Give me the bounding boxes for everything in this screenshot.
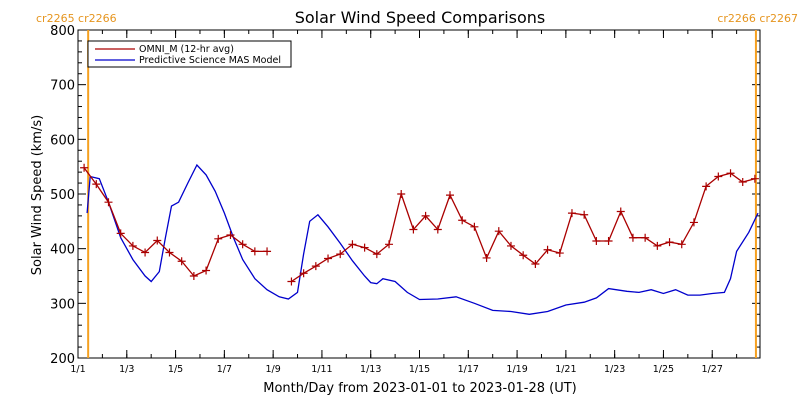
omni-point-marker: [360, 243, 369, 252]
omni-point-marker: [543, 245, 552, 254]
omni-point-marker: [519, 251, 528, 260]
omni-point-marker: [214, 234, 223, 243]
omni-point-marker: [641, 233, 650, 242]
omni-point-marker: [226, 231, 235, 239]
x-tick-label: 1/25: [653, 364, 674, 375]
y-tick-label: 500: [50, 188, 75, 203]
omni-point-marker: [165, 248, 174, 257]
omni-point-marker: [446, 191, 454, 200]
x-tick-label: 1/11: [311, 364, 332, 375]
omni-point-marker: [580, 210, 589, 219]
y-tick-label: 600: [50, 133, 75, 148]
omni-point-marker: [336, 250, 345, 259]
omni-point-marker: [397, 190, 406, 198]
omni-point-marker: [494, 227, 503, 236]
x-axis: 1/1 1/3 1/5 1/7 1/9 1/11 1/13 1/15 1/17 1/19 1/21 1…: [70, 30, 738, 375]
omni-point-marker: [153, 236, 162, 245]
omni-series-line: [83, 167, 267, 277]
omni-point-marker: [726, 169, 735, 178]
x-tick-label: 1/13: [360, 364, 381, 375]
omni-point-marker: [92, 180, 101, 189]
rotation-label: cr2265 cr2266: [36, 12, 117, 25]
omni-point-marker: [177, 257, 186, 266]
omni-point-marker: [677, 240, 686, 249]
omni-point-marker: [141, 248, 150, 257]
omni-point-marker: [616, 207, 625, 216]
x-tick-label: 1/15: [409, 364, 430, 375]
x-tick-label: 1/9: [265, 364, 280, 375]
omni-point-marker: [80, 163, 89, 172]
y-tick-label: 800: [50, 24, 75, 39]
chart-title: Solar Wind Speed Comparisons: [295, 8, 546, 27]
omni-point-marker: [324, 254, 333, 263]
x-tick-label: 1/19: [506, 364, 527, 375]
omni-point-marker: [128, 241, 137, 250]
omni-point-marker: [604, 237, 613, 246]
x-tick-label: 1/3: [119, 364, 134, 375]
omni-point-marker: [592, 237, 601, 246]
legend-label-model: Predictive Science MAS Model: [139, 55, 281, 66]
omni-point-marker: [238, 240, 247, 249]
y-tick-label: 400: [50, 243, 75, 258]
plot-frame: [77, 29, 761, 359]
omni-point-marker: [665, 238, 674, 247]
rotation-label: cr2266 cr2267: [717, 12, 798, 25]
omni-point-marker: [567, 209, 576, 218]
omni-point-marker: [311, 262, 320, 271]
x-tick-label: 1/17: [458, 364, 479, 375]
y-axis: 200 300 400 500 600 700 800: [50, 24, 760, 367]
omni-point-marker: [250, 247, 259, 256]
omni-point-marker: [299, 269, 308, 278]
series-layer: [80, 163, 759, 315]
omni-point-marker: [628, 233, 637, 242]
omni-point-marker: [116, 229, 125, 238]
omni-point-marker: [458, 216, 467, 225]
x-tick-label: 1/21: [555, 364, 576, 375]
x-tick-label: 1/23: [604, 364, 625, 375]
x-tick-label: 1/7: [217, 364, 232, 375]
omni-point-marker: [263, 247, 272, 256]
legend: OMNI_M (12-hr avg) Predictive Science MA…: [87, 40, 292, 68]
omni-point-marker: [482, 253, 491, 262]
omni-point-marker: [202, 266, 211, 275]
y-tick-label: 200: [50, 352, 75, 367]
omni-point-marker: [433, 225, 442, 234]
x-tick-label: 1/1: [70, 364, 85, 375]
omni-point-marker: [702, 182, 711, 191]
omni-point-marker: [189, 272, 198, 280]
omni-point-marker: [714, 172, 723, 181]
omni-point-marker: [555, 249, 564, 258]
x-axis-label: Month/Day from 2023-01-01 to 2023-01-28 …: [263, 381, 576, 396]
omni-point-marker: [287, 277, 296, 286]
omni-point-marker: [470, 222, 479, 231]
omni-point-marker: [689, 218, 698, 227]
omni-series-line: [291, 172, 756, 283]
omni-point-marker: [104, 198, 113, 207]
omni-point-marker: [653, 241, 662, 250]
omni-point-marker: [531, 259, 540, 268]
omni-point-marker: [738, 177, 747, 186]
y-tick-label: 700: [50, 79, 75, 94]
legend-box: [87, 40, 292, 68]
omni-point-marker: [348, 240, 357, 249]
omni-point-marker: [421, 211, 430, 220]
y-axis-label: Solar Wind Speed (km/s): [30, 115, 45, 275]
omni-point-marker: [506, 241, 515, 250]
omni-point-marker: [750, 174, 759, 183]
legend-label-omni: OMNI_M (12-hr avg): [139, 44, 234, 55]
y-tick-label: 300: [50, 297, 75, 312]
x-tick-label: 1/27: [702, 364, 723, 375]
omni-point-marker: [385, 240, 394, 249]
omni-point-marker: [372, 250, 381, 259]
model-series-line: [86, 163, 759, 315]
x-tick-label: 1/5: [168, 364, 183, 375]
omni-point-marker: [409, 225, 418, 234]
